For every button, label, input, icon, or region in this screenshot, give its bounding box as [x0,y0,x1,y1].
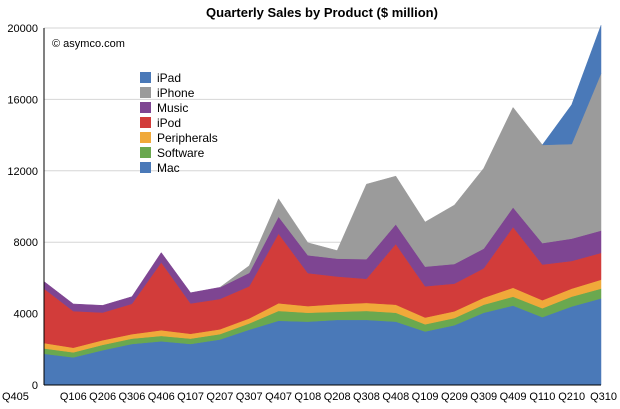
x-tick-label: Q308 [353,391,380,403]
x-tick-label: Q409 [500,391,527,403]
x-tick-label: Q405 [2,391,29,403]
legend: iPadiPhoneMusiciPodPeripheralsSoftwareMa… [140,71,218,175]
x-tick-label: Q109 [412,391,439,403]
chart-title: Quarterly Sales by Product ($ million) [206,5,438,20]
legend-swatch-ipod [140,117,151,128]
legend-label-ipod: iPod [157,116,181,130]
y-tick-label: 12000 [7,166,38,178]
x-tick-label: Q206 [89,391,116,403]
y-axis-tick-labels: 0 4000 8000 12000 16000 20000 [7,23,38,392]
y-tick-label: 20000 [7,23,38,35]
legend-label-music: Music [157,101,188,115]
x-axis-tick-labels: Q405 Q106 Q206 Q306 Q406 Q107 Q207 Q307 Q407 Q108… [2,391,617,403]
axes [43,28,601,386]
x-tick-label: Q407 [265,391,292,403]
x-tick-label: Q406 [148,391,175,403]
x-tick-label: Q209 [441,391,468,403]
x-tick-label: Q108 [294,391,321,403]
x-tick-label: Q310 [590,391,617,403]
legend-label-peripherals: Peripherals [157,131,218,145]
legend-swatch-iphone [140,87,151,98]
legend-label-mac: Mac [157,161,180,175]
area-ipad [541,25,602,146]
legend-swatch-mac [140,162,151,173]
x-tick-label: Q307 [236,391,263,403]
y-tick-label: 0 [32,380,38,392]
legend-label-ipad: iPad [157,71,181,85]
y-tick-label: 4000 [14,309,38,321]
x-tick-label: Q306 [118,391,145,403]
x-tick-label: Q210 [558,391,585,403]
area-iphone [219,73,602,288]
legend-swatch-music [140,102,151,113]
area-series [43,25,602,386]
x-tick-label: Q309 [470,391,497,403]
y-tick-label: 8000 [14,237,38,249]
x-tick-label: Q110 [529,391,555,403]
legend-label-iphone: iPhone [157,86,195,100]
y-tick-label: 16000 [7,94,38,106]
legend-swatch-peripherals [140,132,151,143]
x-tick-label: Q208 [324,391,351,403]
x-tick-label: Q207 [206,391,233,403]
legend-label-software: Software [157,146,205,160]
legend-swatch-software [140,147,151,158]
legend-swatch-ipad [140,72,151,83]
copyright-note: © asymco.com [52,38,125,50]
x-tick-label: Q107 [177,391,204,403]
x-tick-label: Q106 [60,391,87,403]
x-tick-label: Q408 [382,391,409,403]
